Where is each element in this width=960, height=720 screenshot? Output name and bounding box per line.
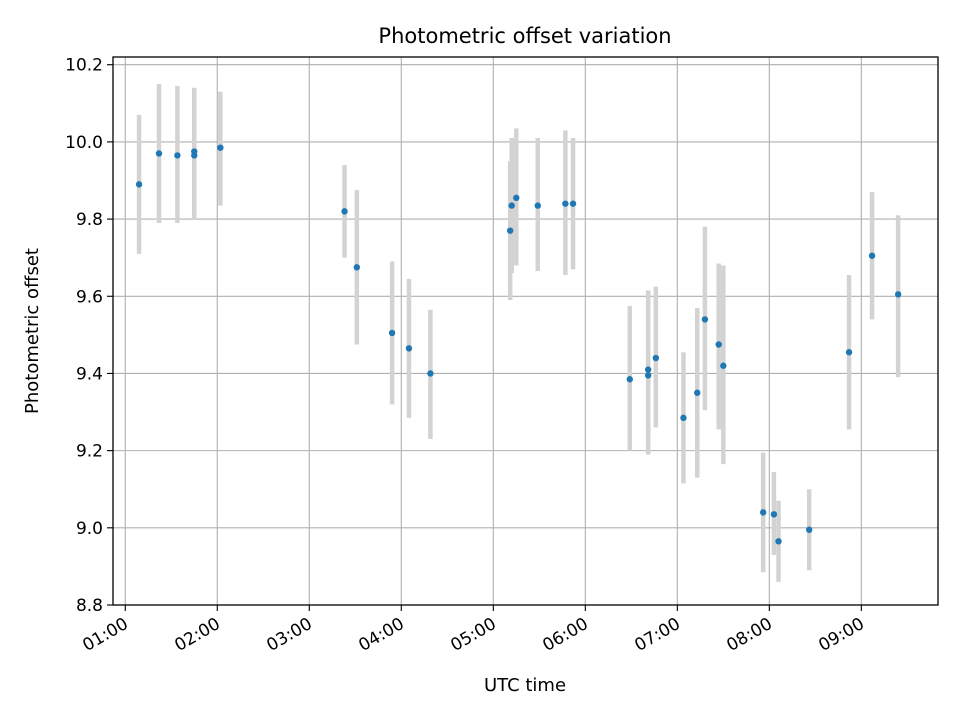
data-point [845,349,853,356]
y-tick-label: 9.0 [76,519,103,539]
y-tick-label: 9.6 [76,287,103,307]
data-point [644,372,652,379]
data-point [341,208,348,215]
data-point [174,152,181,159]
data-point [534,202,541,209]
data-point [427,370,434,377]
data-point [715,341,722,348]
y-tick-label: 10.0 [65,133,103,153]
data-point [805,526,813,533]
data-point [508,202,515,209]
y-tick-label: 10.2 [65,56,103,76]
data-point [562,200,569,207]
data-point [217,144,224,151]
data-point [506,227,514,234]
data-point [388,329,396,337]
data-point [626,376,633,383]
data-point [775,538,782,545]
data-point [680,414,687,422]
y-tick-label: 8.8 [76,596,103,616]
grid [113,57,938,606]
data-point [353,264,361,271]
data-point [720,362,727,369]
data-point [894,291,902,298]
data-point [644,366,652,373]
data-point [868,252,876,259]
data-point [652,354,660,362]
data-point [701,316,709,323]
x-axis-label: UTC time [484,675,566,696]
data-point [759,509,767,516]
data-point [135,181,143,188]
data-point [694,389,701,396]
y-axis: 8.8 9.0 9.2 9.4 9.6 9.8 10.0 10.2 [65,56,113,616]
data-point [513,194,520,202]
data-point [155,150,163,157]
chart-title: Photometric offset variation [378,24,671,48]
y-axis-label: Photometric offset [22,248,43,414]
data-point [569,200,577,207]
y-tick-label: 9.2 [76,442,103,462]
data-point [191,152,198,159]
y-tick-label: 9.8 [76,210,103,230]
data-points [135,144,902,545]
plot-frame [112,56,939,606]
data-point [770,511,778,518]
data-point [405,345,413,352]
y-tick-label: 9.4 [76,364,103,384]
